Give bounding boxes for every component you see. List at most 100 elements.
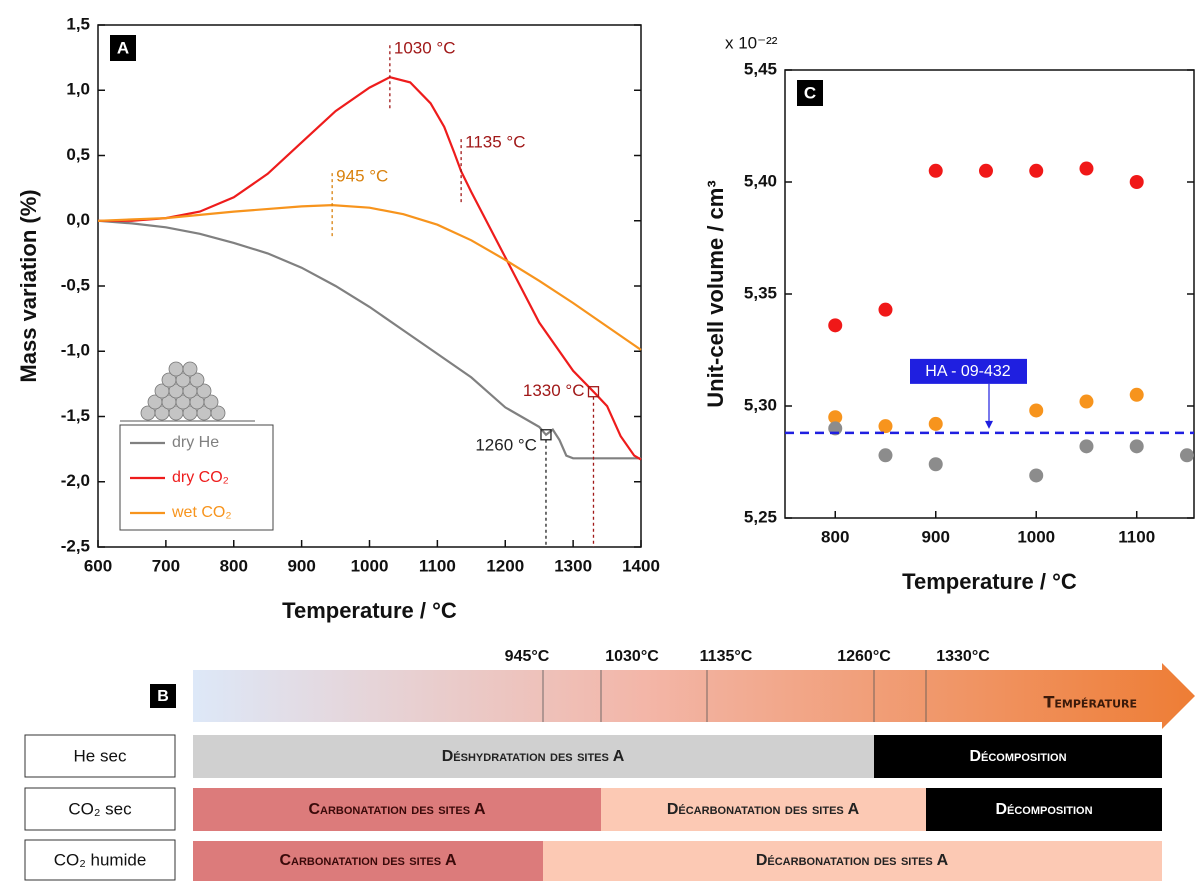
y-tick-label: 0,0: [66, 210, 90, 229]
row-label: CO₂ humide: [54, 850, 147, 869]
sphere-icon: [210, 405, 226, 421]
y-tick-label: -2,0: [61, 471, 90, 490]
phase-label: Carbonatation des sites A: [279, 852, 456, 869]
y-axis-title: Mass variation (%): [16, 189, 41, 382]
y-tick-label: 0,5: [66, 145, 90, 164]
row-label: He sec: [74, 746, 127, 765]
data-point: [1129, 175, 1144, 189]
x-tick-label: 1200: [486, 556, 524, 575]
phase-label: Déshydratation des sites A: [442, 748, 625, 765]
y-tick-label: 5,30: [744, 395, 777, 414]
data-point: [878, 419, 893, 434]
data-line: [98, 76, 642, 461]
y-tick-label: 5,25: [744, 507, 777, 526]
x-axis-title: Temperature / °C: [902, 569, 1077, 594]
reference-label-box: [910, 358, 1027, 384]
data-point: [978, 163, 993, 178]
annotation-label: 1330 °C: [523, 381, 585, 400]
phase-bar: [543, 841, 1162, 881]
scale-label: 1135°C: [700, 648, 753, 665]
phase-bar: [193, 788, 601, 831]
phase-label: Décarbonatation des sites A: [667, 801, 860, 818]
data-point: [1079, 161, 1094, 176]
y-tick-label: -1,0: [61, 341, 90, 360]
data-point: [1029, 403, 1044, 418]
legend-label: dry CO₂: [172, 469, 229, 486]
panel-badge: [150, 684, 176, 708]
data-point: [928, 416, 943, 431]
x-tick-label: 700: [152, 556, 180, 575]
data-point: [878, 448, 893, 463]
x-tick-label: 900: [922, 527, 950, 546]
y-axis-title: Unit-cell volume / cm³: [703, 180, 728, 407]
x-tick-label: 900: [287, 556, 315, 575]
data-point: [928, 163, 943, 178]
annotation-marker: [587, 386, 600, 398]
temperature-arrow: [193, 663, 1195, 729]
diagram: 945°C 1030°C 1135°C 1260°C 1330°C B Temp…: [24, 648, 1195, 881]
annotation-label: 945 °C: [336, 167, 388, 186]
annotation-label: 1260 °C: [475, 435, 537, 454]
legend-label: dry He: [172, 434, 219, 451]
scale-label: 1030°C: [605, 648, 659, 665]
x-tick-label: 1300: [554, 556, 592, 575]
panel-label: C: [804, 83, 816, 102]
sphere-icon: [189, 372, 205, 388]
data-point: [928, 457, 943, 472]
y-tick-label: 1,5: [66, 14, 90, 33]
x-tick-label: 1100: [1118, 527, 1155, 546]
row-label: CO₂ sec: [68, 799, 132, 818]
data-line: [97, 203, 642, 351]
panel-label: B: [157, 688, 169, 705]
phase-bar: [601, 788, 926, 831]
x-tick-label: 1400: [622, 556, 660, 575]
row-label-box: [24, 787, 176, 831]
y-tick-label: -0,5: [61, 275, 90, 294]
data-point: [1179, 448, 1194, 463]
row-label-box: [24, 839, 176, 881]
data-point: [1029, 163, 1044, 178]
data-point: [878, 302, 893, 317]
reference-label: HA - 09-432: [925, 363, 1010, 380]
phase-bar: [874, 735, 1162, 778]
legend-label: wet CO₂: [171, 504, 232, 521]
phase-label: Carbonatation des sites A: [308, 801, 485, 818]
x-tick-label: 1000: [351, 556, 389, 575]
scale-label: 1260°C: [837, 648, 891, 665]
data-point: [1029, 468, 1044, 483]
row-label-box: [24, 734, 176, 778]
x-tick-label: 800: [220, 556, 248, 575]
data-point: [1079, 394, 1094, 409]
reference-arrowhead: [985, 420, 993, 429]
panel-badge: [110, 35, 136, 61]
data-line: [97, 219, 641, 460]
data-point: [828, 318, 843, 333]
data-point: [1079, 439, 1094, 454]
sphere-icon: [196, 383, 212, 399]
data-point: [828, 410, 843, 425]
sphere-icon: [182, 361, 198, 377]
scale-lines: [542, 670, 927, 722]
annotation-label: 1135 °C: [465, 133, 525, 152]
panel-badge: [797, 80, 823, 106]
sphere-icon: [168, 361, 184, 377]
scale-label: 1330°C: [936, 648, 990, 665]
sphere-icon: [203, 394, 219, 410]
data-point: [1129, 439, 1144, 454]
y-tick-label: -1,5: [61, 406, 90, 425]
y-tick-label: 5,40: [744, 171, 777, 190]
arrow-label: Température: [1044, 693, 1138, 712]
phase-label: Décomposition: [969, 748, 1066, 765]
x-tick-label: 1000: [1017, 527, 1055, 546]
x-tick-label: 1100: [419, 556, 456, 575]
x-tick-label: 800: [821, 527, 849, 546]
y-tick-label: -2,5: [61, 536, 90, 555]
y-tick-label: 1,0: [66, 80, 90, 99]
phase-bar: [193, 841, 543, 881]
annotation-marker: [540, 429, 552, 441]
panel-label: A: [117, 38, 129, 57]
data-point: [1129, 387, 1144, 402]
phase-bar: [193, 735, 874, 778]
y-tick-label: 5,35: [744, 283, 777, 302]
